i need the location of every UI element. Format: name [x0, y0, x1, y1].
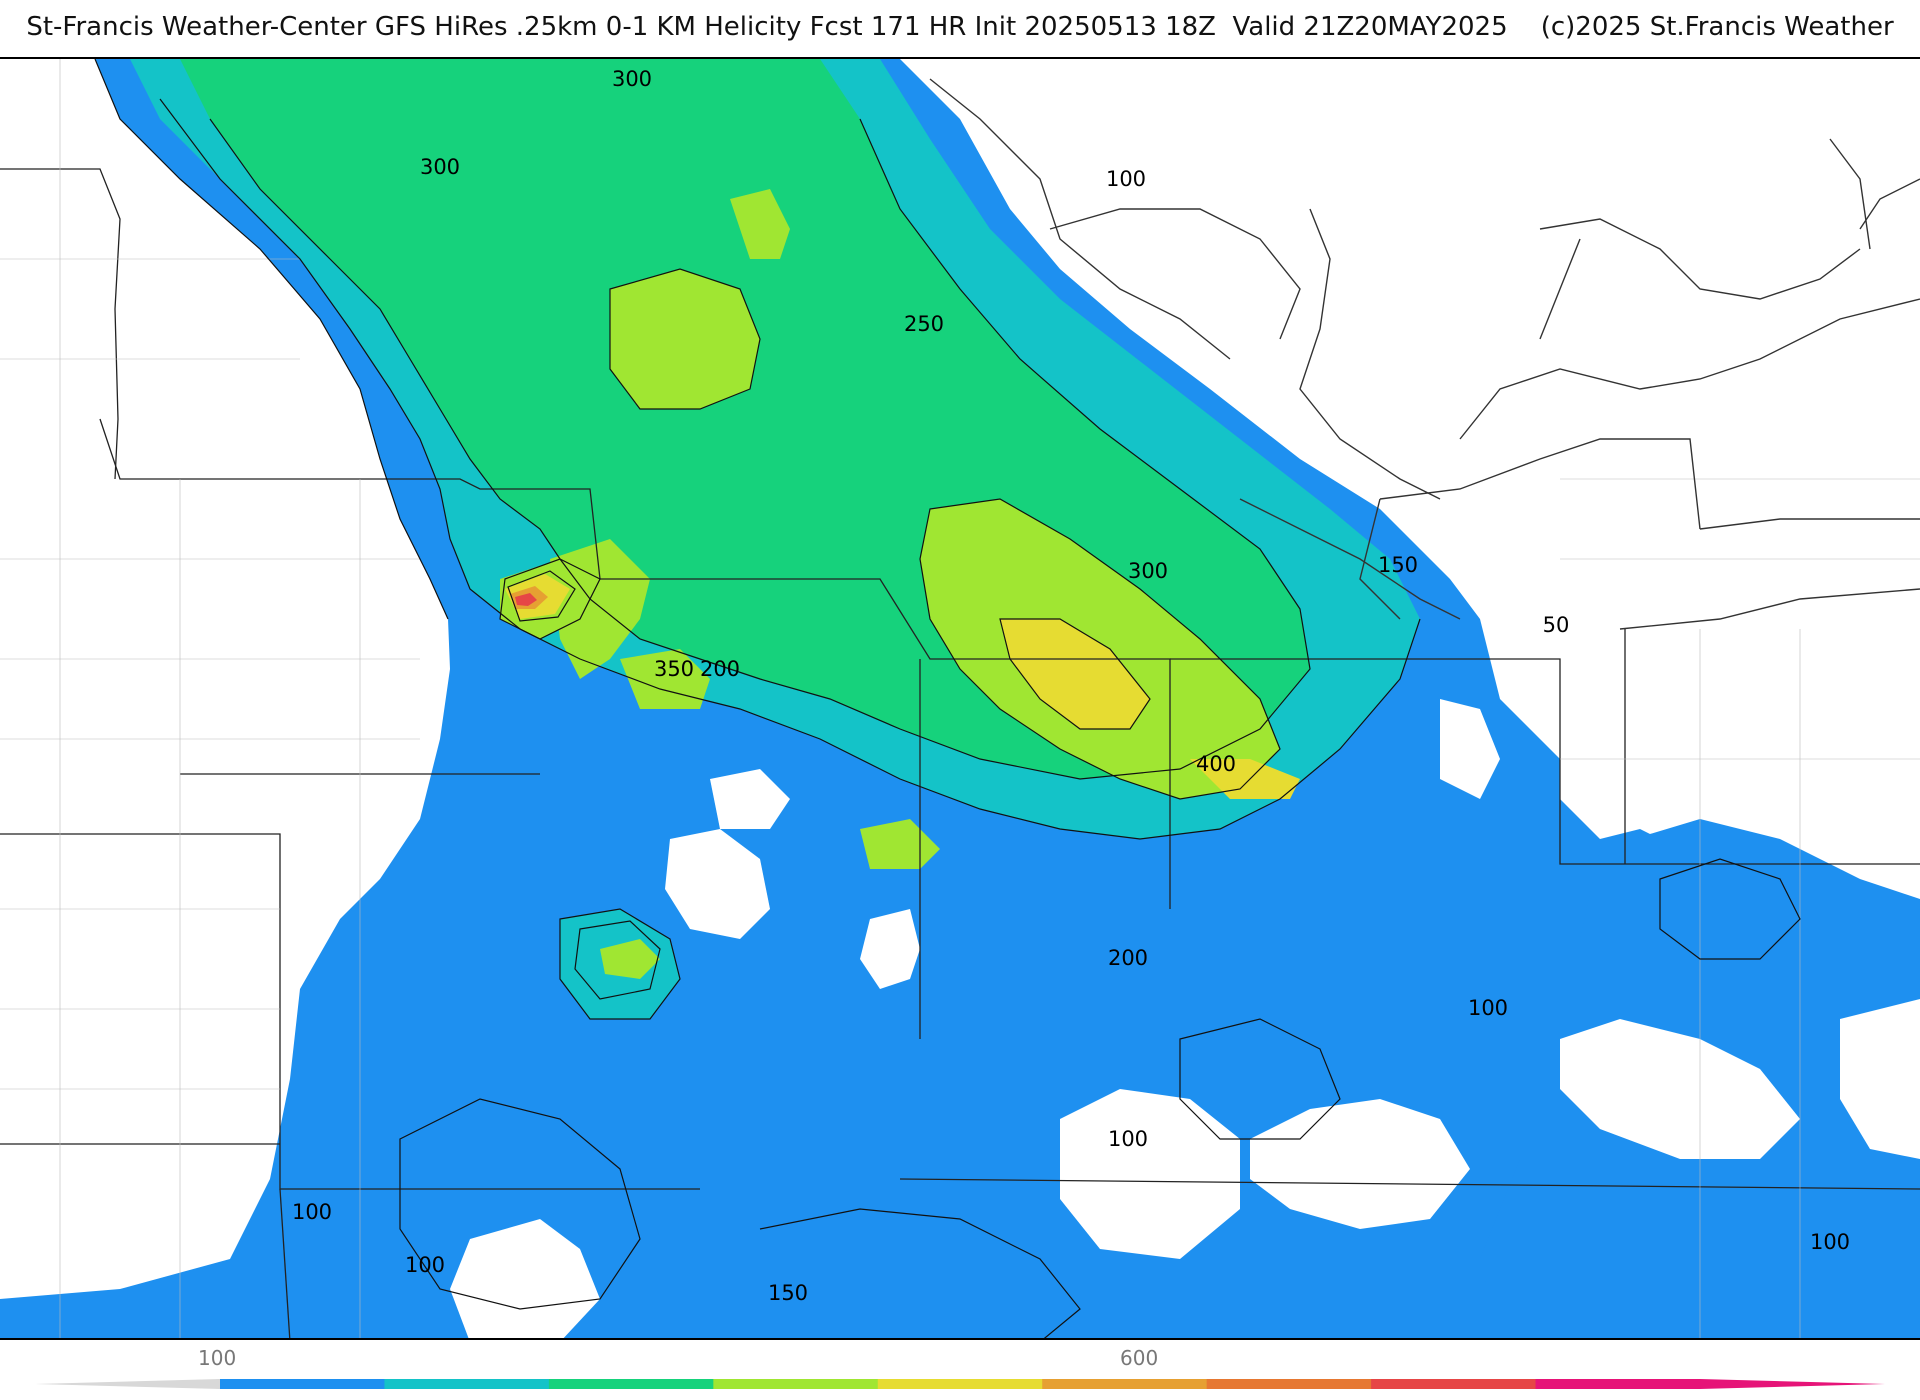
- colorbar-segment: [877, 1379, 1043, 1389]
- contour-label-100-sw2: 100: [405, 1253, 445, 1277]
- hole-east-2: [1560, 699, 1720, 839]
- fill-core-red: [515, 593, 537, 606]
- colorbar-label-100: 100: [198, 1346, 237, 1370]
- helicity-fill-layer: [0, 59, 1920, 1338]
- contour-label-100-ne: 100: [1106, 167, 1146, 191]
- contour-label-150-e: 150: [1378, 553, 1418, 577]
- hole-south-4: [1840, 999, 1920, 1159]
- contour-label-200-b: 200: [1108, 946, 1148, 970]
- colorbar-segment: [1535, 1379, 1701, 1389]
- contour-labels: 300 300 100 250 300 150 50 350 200 400 2…: [292, 67, 1850, 1305]
- hole-mid-3: [860, 909, 920, 989]
- helicity-map: 300 300 100 250 300 150 50 350 200 400 2…: [0, 57, 1920, 1340]
- hole-mid-1: [665, 829, 770, 939]
- colorbar-segment: [220, 1379, 385, 1389]
- contour-label-150-s: 150: [768, 1281, 808, 1305]
- county-grid: [0, 59, 1920, 1338]
- colorbar-segment: [713, 1379, 879, 1389]
- colorbar-segment: [384, 1379, 550, 1389]
- colorbar-segment: [548, 1379, 714, 1389]
- colorbar-ramp: [35, 1379, 1885, 1389]
- contour-label-250: 250: [904, 312, 944, 336]
- contour-label-100-se: 100: [1810, 1230, 1850, 1254]
- contour-label-50: 50: [1543, 613, 1570, 637]
- fill-350-c: [600, 939, 660, 979]
- contour-label-300-c: 300: [1128, 559, 1168, 583]
- colorbar-segment: [1042, 1379, 1208, 1389]
- fill-350-a: [1000, 619, 1150, 729]
- contour-label-100-d: 100: [1108, 1127, 1148, 1151]
- contour-label-100-c: 100: [1468, 996, 1508, 1020]
- fill-300-w2: [620, 649, 710, 709]
- contour-label-200-a: 200: [700, 657, 740, 681]
- hole-mid-2: [710, 769, 790, 829]
- fill-350-b: [1190, 759, 1300, 799]
- contour-label-350: 350: [654, 657, 694, 681]
- colorbar-segments: [220, 1379, 1701, 1389]
- contour-label-400: 400: [1196, 752, 1236, 776]
- colorbar-label-600: 600: [1120, 1346, 1159, 1370]
- map-canvas: 300 300 100 250 300 150 50 350 200 400 2…: [0, 59, 1920, 1338]
- colorbar-right-arrow: [1700, 1379, 1885, 1389]
- contour-label-300-b: 300: [420, 155, 460, 179]
- colorbar: 100 600: [0, 1342, 1920, 1400]
- colorbar-segment: [1206, 1379, 1372, 1389]
- hole-south-1: [1060, 1089, 1240, 1259]
- fill-250-ne: [730, 189, 790, 259]
- coastline-lines: [929, 78, 1920, 630]
- map-title: St-Francis Weather-Center GFS HiRes .25k…: [26, 12, 1894, 42]
- colorbar-left-arrow: [35, 1379, 220, 1389]
- hole-sw-1: [450, 1219, 600, 1338]
- hole-east-1: [1440, 699, 1500, 799]
- hole-south-3: [1560, 1019, 1800, 1159]
- contour-lines: [94, 59, 1801, 1338]
- colorbar-segment: [1371, 1379, 1537, 1389]
- fill-250-n: [610, 269, 760, 409]
- boundary-lines: [0, 168, 1920, 1338]
- hole-south-2: [1250, 1099, 1470, 1229]
- contour-label-300-a: 300: [612, 67, 652, 91]
- contour-label-100-sw: 100: [292, 1200, 332, 1224]
